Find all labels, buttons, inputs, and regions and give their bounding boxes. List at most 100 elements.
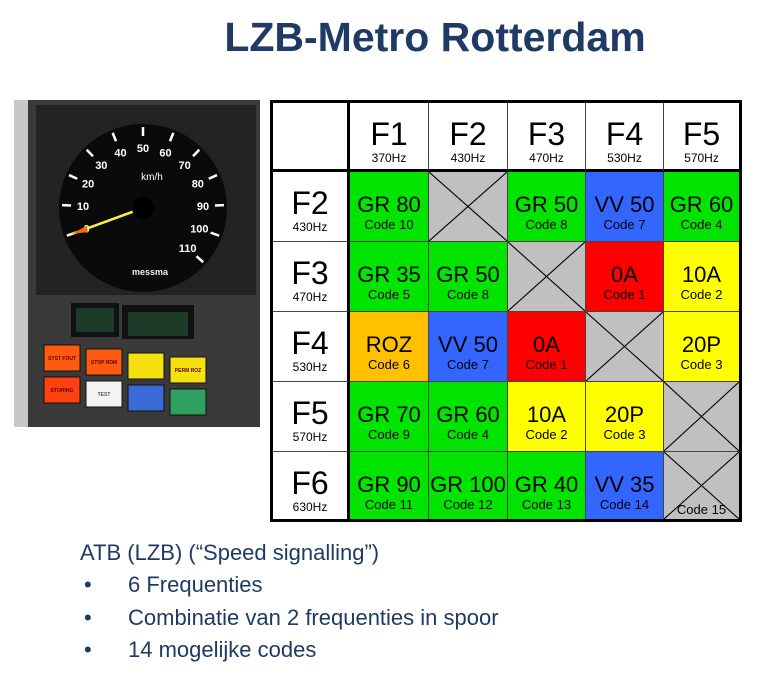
column-frequency: 530Hz [607,151,642,165]
gauge-brand: messma [132,267,169,277]
list-item-text: 14 mogelijke codes [128,637,317,662]
code-number: Code 14 [599,497,650,512]
column-header: F2 430Hz [429,103,508,172]
code-cell: VV 50 Code 7 [586,172,664,242]
gauge-label: 50 [137,143,149,155]
code-cell: GR 70 Code 9 [350,382,429,452]
panel-button [43,376,81,404]
column-header: F4 530Hz [586,103,664,172]
speed-label: 10A [681,262,722,287]
code-number: Code 15 [676,502,727,517]
panel-button [127,384,165,412]
code-number: Code 10 [364,217,414,232]
row-header: F3 470Hz [273,242,350,312]
code-number: Code 1 [525,357,568,372]
speed-label: 10A [526,402,567,427]
gauge-label: 90 [197,201,209,213]
row-frequency: 530Hz [292,360,328,374]
code-cell: GR 100 Code 12 [429,452,508,519]
bullet-marker: • [84,604,92,630]
panel-button-label: STORING [51,388,74,394]
not-applicable-cross-icon [508,242,585,311]
row-frequency: 630Hz [292,500,328,514]
speed-label: 20P [681,332,722,357]
code-number: Code 9 [368,427,410,442]
column-name: F5 [682,116,721,152]
code-number: Code 4 [680,217,723,232]
panel-button-label: PERM ROZ [175,368,201,374]
gauge-label: 60 [159,147,171,159]
speed-label: GR 70 [357,402,421,427]
row-name: F6 [291,465,329,501]
code-cell: 0A Code 1 [508,312,586,382]
list-heading: ATB (LZB) (“Speed signalling”) [80,540,380,565]
code-cell: GR 60 Code 4 [429,382,508,452]
column-name: F2 [449,116,487,152]
code-number: Code 13 [521,497,572,512]
speed-label: GR 80 [357,192,421,217]
speed-label: GR 40 [514,472,579,497]
code-number: Code 5 [368,287,410,302]
speed-label: GR 100 [430,472,506,497]
frequency-code-table: F1 370Hz F2 430Hz F3 470Hz F4 530Hz F5 570Hz F2 430… [270,100,742,522]
not-applicable-cross-icon [586,312,663,381]
speed-label: GR 90 [357,472,421,497]
column-frequency: 370Hz [371,151,407,165]
code-cell: GR 60 Code 4 [664,172,739,242]
row-name: F4 [291,325,329,361]
code-cell: 0A Code 1 [586,242,664,312]
list-item: • Combinatie van 2 frequenties in spoor [80,604,499,638]
not-applicable-cross-icon [429,172,507,241]
code-number: Code 7 [447,357,489,372]
code-number: Code 7 [603,217,646,232]
bullet-marker: • [84,637,92,662]
code-cell [429,172,508,242]
gauge-label: 10 [77,201,89,213]
code-cell: GR 50 Code 8 [508,172,586,242]
row-header: F6 630Hz [273,452,350,519]
code-cell: 20P Code 3 [586,382,664,452]
panel-button-label: SYST FOUT [48,356,76,362]
code-number: Code 2 [525,427,568,442]
lzb-speedometer-photo: 0102030405060708090100110 km/h messma SY… [14,100,260,427]
column-frequency: 470Hz [529,151,564,165]
speed-label: 0A [533,332,560,357]
column-header: F1 370Hz [350,103,429,172]
panel-button [169,388,207,416]
row-header: F2 430Hz [273,172,350,242]
code-number: Code 11 [364,497,414,512]
code-number: Code 1 [603,287,646,302]
code-cell: VV 50 Code 7 [429,312,508,382]
code-number: Code 2 [680,287,723,302]
speed-label: VV 50 [438,332,498,357]
speed-label: GR 50 [514,192,579,217]
slide-title: LZB-Metro Rotterdam [224,14,646,60]
row-frequency: 470Hz [292,290,328,304]
column-header: F3 470Hz [508,103,586,172]
panel-button [43,344,81,372]
not-applicable-cross-icon [664,382,739,451]
column-frequency: 570Hz [684,151,719,165]
code-cell [508,242,586,312]
gauge-label: 70 [179,160,191,172]
bullet-marker: • [84,572,92,597]
code-cell: GR 80 Code 10 [350,172,429,242]
not-applicable-cross-icon [664,452,739,519]
gauge-label: 80 [192,179,204,191]
gauge-label: 20 [82,179,94,191]
column-frequency: 430Hz [450,151,486,165]
code-cell: ROZ Code 6 [350,312,429,382]
column-name: F4 [605,116,644,152]
code-number: Code 4 [447,427,489,442]
bullet-list: ATB (LZB) (“Speed signalling”) • 6 Freque… [80,540,499,670]
gauge-label: 40 [114,147,126,159]
list-item-text: Combinatie van 2 frequenties in spoor [128,604,499,630]
code-number: Code 12 [443,497,493,512]
speed-label: ROZ [365,332,413,357]
code-number: Code 3 [680,357,723,372]
code-cell [664,382,739,452]
list-item-text: 6 Frequenties [128,572,263,597]
row-frequency: 430Hz [292,220,328,234]
corner-cell [273,103,350,172]
panel-button [169,356,207,384]
